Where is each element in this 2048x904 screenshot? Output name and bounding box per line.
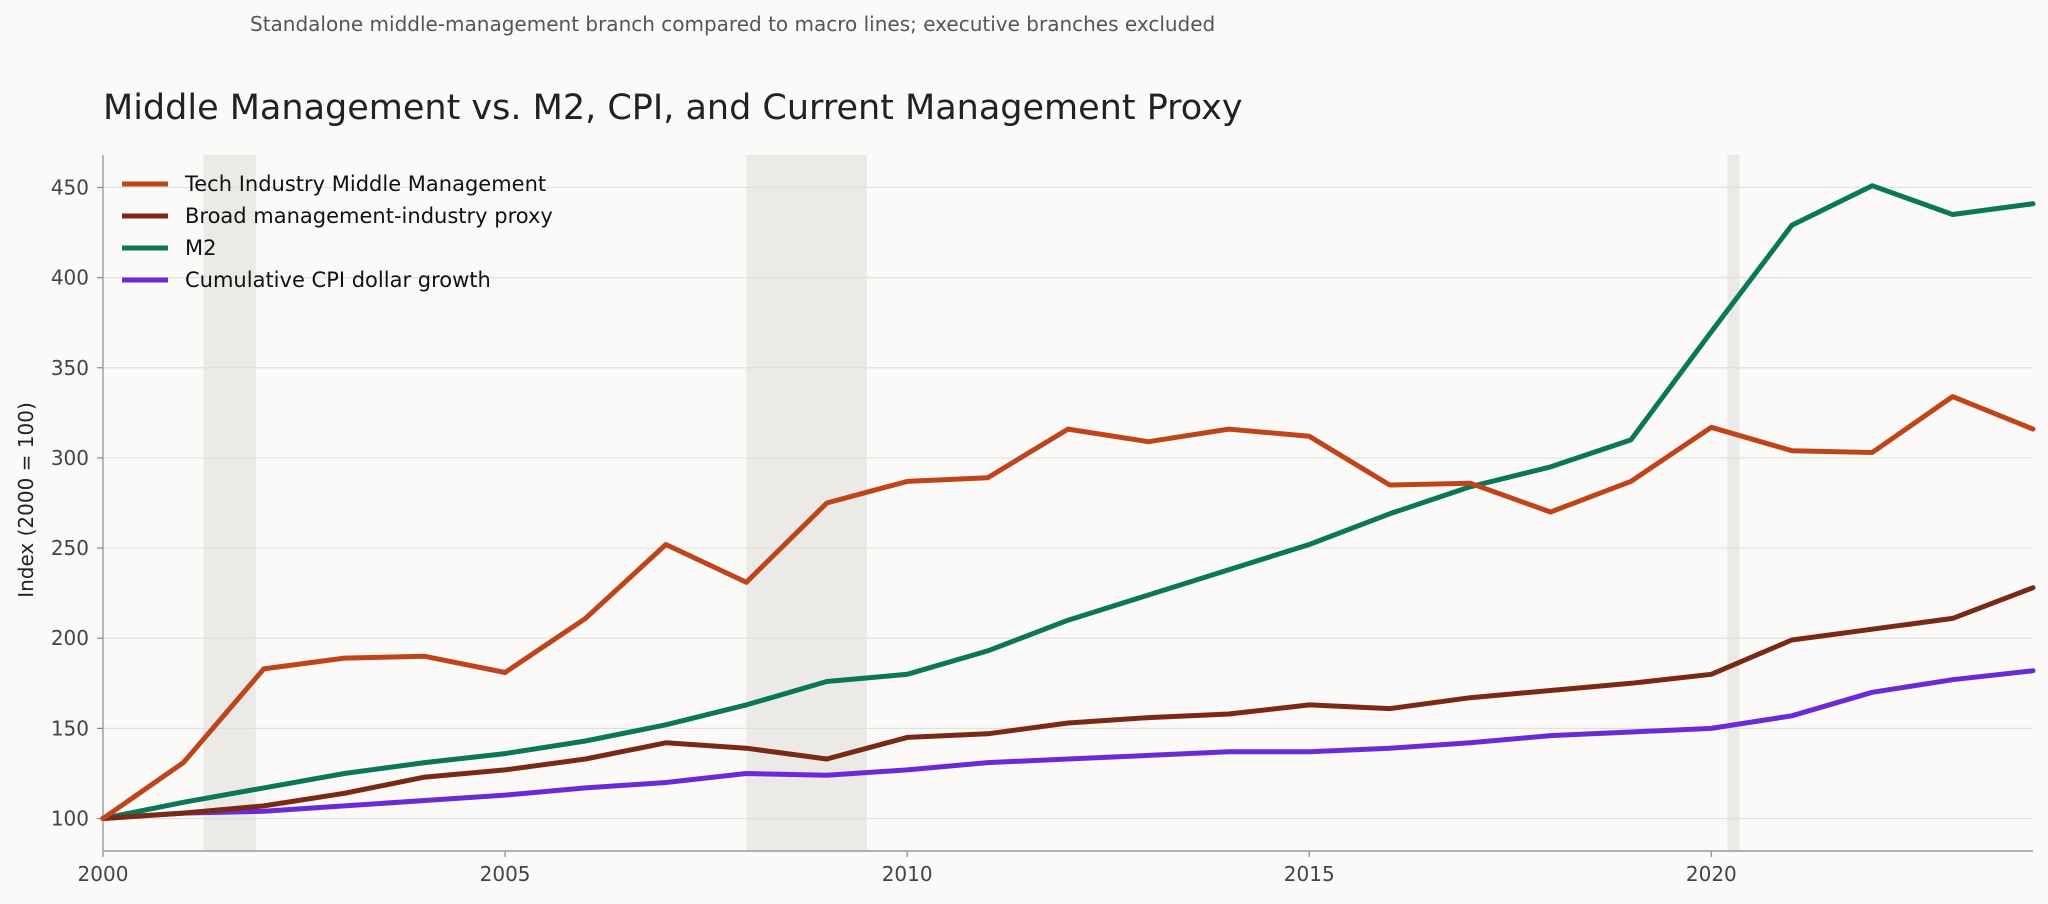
legend-label-1: Tech Industry Middle Management [184, 172, 546, 196]
series-line-2 [100, 585, 2036, 821]
legend-label-2: Broad management-industry proxy [185, 204, 553, 228]
x-tick-label-2005: 2005 [480, 862, 531, 886]
y-tick-label-450: 450 [51, 175, 89, 199]
y-tick-label-250: 250 [51, 536, 89, 560]
x-tick-label-2000: 2000 [78, 862, 129, 886]
x-tick-label-2015: 2015 [1284, 862, 1335, 886]
series-line-3 [100, 183, 2036, 821]
y-tick-label-200: 200 [51, 626, 89, 650]
y-tick-label-350: 350 [51, 356, 89, 380]
legend-label-4: Cumulative CPI dollar growth [185, 268, 491, 292]
legend-label-3: M2 [185, 236, 216, 260]
shaded-period-1 [746, 155, 867, 851]
y-tick-label-300: 300 [51, 446, 89, 470]
chart-title: Middle Management vs. M2, CPI, and Curre… [103, 88, 1243, 128]
chart-subtitle: Standalone middle-management branch comp… [250, 12, 1216, 36]
shaded-period-0 [203, 155, 256, 851]
series-line-1 [100, 394, 2036, 821]
y-tick-label-150: 150 [51, 716, 89, 740]
series-line-4 [100, 668, 2036, 821]
y-tick-label-400: 400 [51, 266, 89, 290]
shaded-period-2 [1727, 155, 1740, 851]
x-tick-label-2010: 2010 [882, 862, 933, 886]
y-tick-label-100: 100 [51, 807, 89, 831]
x-tick-label-2020: 2020 [1686, 862, 1737, 886]
